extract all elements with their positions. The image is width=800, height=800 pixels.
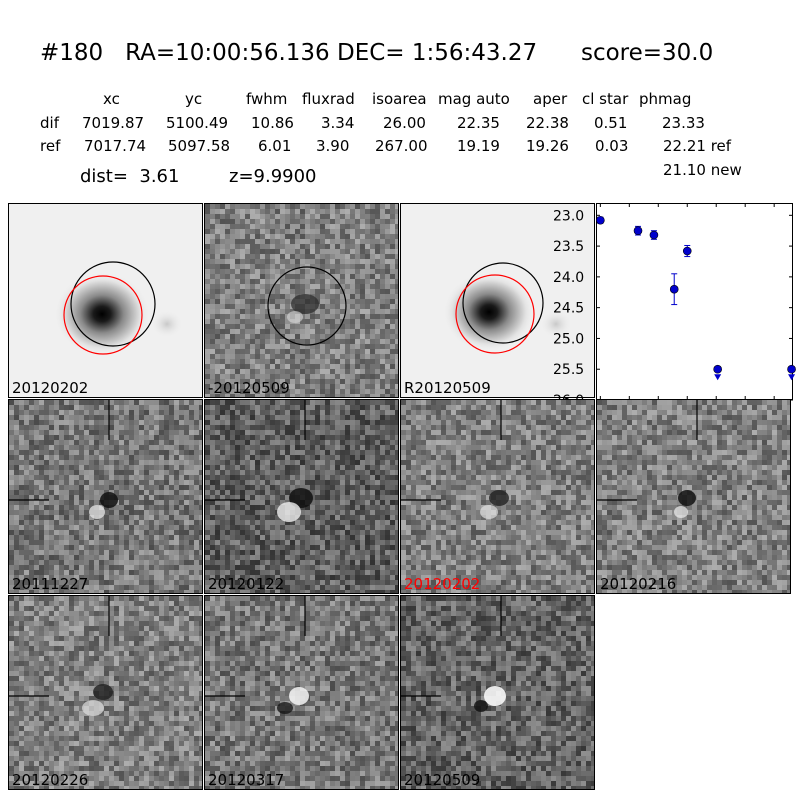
ref-phmag: 22.21 ref — [663, 137, 732, 155]
stamp-epoch: 20120122 — [204, 399, 399, 594]
stamp-epoch-current: 20120202 — [400, 399, 595, 594]
stamp-epoch: 20120226 — [8, 595, 203, 790]
ref-xc: 7017.74 — [84, 137, 147, 155]
y-tick-label: 24.0 — [553, 270, 584, 286]
stamp-epoch: 20120509 — [400, 595, 595, 790]
stamp-label: R20120509 — [404, 379, 491, 397]
upper-limit-arrow — [714, 374, 722, 381]
light-curve-svg: 23.023.524.024.525.025.526.0020406080100… — [553, 203, 796, 419]
dist-value: dist= 3.61 — [80, 166, 180, 187]
stamp-epoch: 20120216 — [596, 399, 791, 594]
stamp-label-highlight: 20120202 — [404, 575, 481, 593]
stamp-label: 20120216 — [600, 575, 677, 593]
upper-limit-arrow — [788, 374, 796, 381]
col-mag-auto: mag auto — [438, 90, 510, 108]
stamp-label: 20120317 — [208, 771, 285, 789]
col-fwhm: fwhm — [246, 90, 288, 108]
candidate-title: #180 RA=10:00:56.136 DEC= 1:56:43.27 sco… — [40, 40, 714, 66]
stamp-label: 20120226 — [12, 771, 89, 789]
ref-fluxrad: 3.90 — [316, 137, 350, 155]
stamp-label: 20120122 — [208, 575, 285, 593]
stamp-label: 20111227 — [12, 575, 89, 593]
ref-yc: 5097.58 — [168, 137, 231, 155]
y-tick-label: 23.0 — [553, 208, 584, 224]
dif-cl-star: 0.51 — [594, 114, 628, 132]
stamp-epoch: 20111227 — [8, 399, 203, 594]
y-tick-label: 25.5 — [553, 362, 584, 378]
y-tick-label: 25.0 — [553, 331, 584, 347]
ref-fwhm: 6.01 — [258, 137, 292, 155]
col-cl-star: cl star — [582, 90, 629, 108]
row-label-dif: dif — [40, 114, 59, 132]
stamp-label: 20120509 — [404, 771, 481, 789]
dif-mag-auto: 22.35 — [457, 114, 500, 132]
col-phmag: phmag — [639, 90, 692, 108]
col-isoarea: isoarea — [372, 90, 427, 108]
data-point — [596, 215, 605, 225]
new-phmag: 21.10 new — [663, 161, 742, 179]
light-curve-plot: 23.023.524.024.525.025.526.0020406080100… — [553, 203, 796, 419]
stamp-label: 20120202 — [12, 379, 89, 397]
dif-fluxrad: 3.34 — [321, 114, 355, 132]
col-aper: aper — [533, 90, 568, 108]
dif-fwhm: 10.86 — [251, 114, 294, 132]
data-point — [669, 284, 679, 294]
dif-yc: 5100.49 — [166, 114, 229, 132]
redshift-value: z=9.9900 — [229, 166, 317, 187]
y-tick-label: 23.5 — [553, 239, 584, 255]
stamp-reference: 20120202 — [8, 203, 203, 398]
stamp-epoch: 20120317 — [204, 595, 399, 790]
ref-cl-star: 0.03 — [595, 137, 629, 155]
ref-aper: 19.26 — [526, 137, 569, 155]
stamp-label: -20120509 — [208, 379, 290, 397]
col-xc: xc — [103, 90, 120, 108]
data-point — [682, 246, 692, 256]
row-label-ref: ref — [40, 137, 61, 155]
y-tick-label: 24.5 — [553, 301, 584, 317]
stamp-difference: -20120509 — [204, 203, 399, 398]
dif-aper: 22.38 — [526, 114, 569, 132]
data-point — [787, 364, 796, 374]
dif-isoarea: 26.00 — [383, 114, 426, 132]
data-point — [713, 364, 722, 374]
col-yc: yc — [185, 90, 203, 108]
ref-mag-auto: 19.19 — [457, 137, 500, 155]
ref-isoarea: 267.00 — [375, 137, 428, 155]
plot-frame — [596, 203, 793, 400]
data-point — [649, 230, 659, 240]
stamp-ref-r: R20120509 — [400, 203, 595, 398]
dif-phmag: 23.33 — [662, 114, 705, 132]
dif-xc: 7019.87 — [82, 114, 145, 132]
col-fluxrad: fluxrad — [302, 90, 355, 108]
data-point — [633, 226, 643, 236]
